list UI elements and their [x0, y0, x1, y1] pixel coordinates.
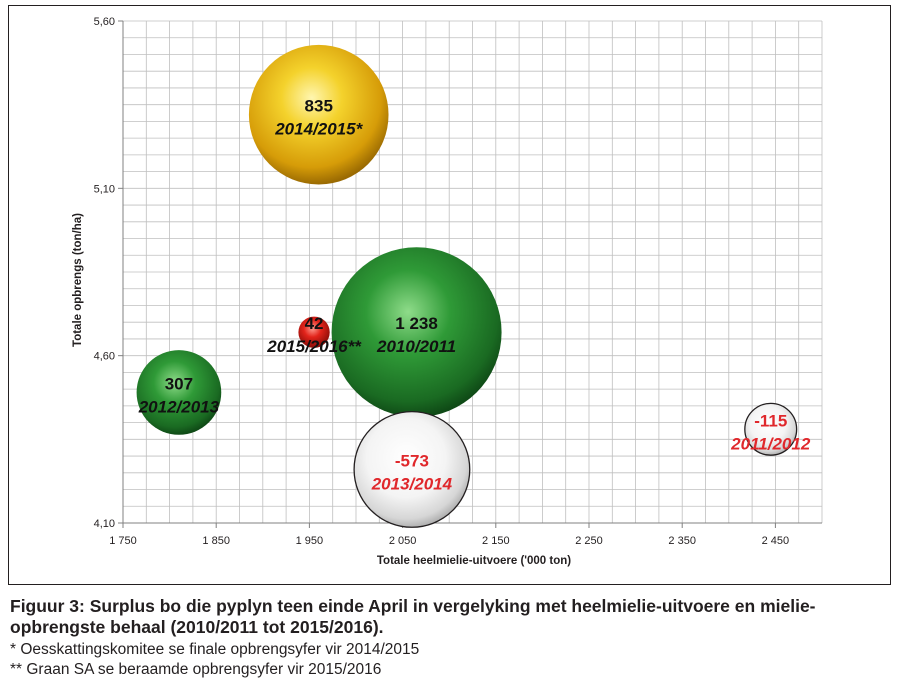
x-tick-label: 1 750	[109, 535, 137, 547]
bubble	[248, 44, 389, 185]
x-tick-label: 1 850	[202, 535, 230, 547]
caption-note-1: * Oesskattingskomitee se finale opbrengs…	[10, 641, 420, 658]
bubble-value-label: -115	[754, 411, 787, 430]
x-tick-label: 2 350	[668, 535, 696, 547]
bubble-season-label: 2010/2011	[376, 337, 456, 356]
y-tick-label: 5,60	[94, 16, 115, 28]
y-tick-label: 4,10	[94, 518, 115, 530]
y-tick-label: 5,10	[94, 183, 115, 195]
bubble-season-label: 2012/2013	[138, 397, 220, 416]
bubble-value-label: 307	[165, 374, 193, 393]
chart-frame: 1 750 1 850 1 950 2 050 2 150 2 250 2 350 2 450…	[8, 5, 891, 585]
x-tick-label: 2 250	[575, 535, 603, 547]
bubble-season-label: 2014/2015*	[274, 120, 363, 139]
bubble	[331, 247, 502, 418]
bubble-season-label: 2015/2016**	[266, 337, 362, 356]
bubbles	[136, 44, 798, 528]
bubble	[353, 410, 471, 528]
x-tick-label: 2 450	[762, 535, 790, 547]
x-axis-title: Totale heelmielie-uitvoere ('000 ton)	[377, 555, 571, 567]
x-tick-label: 1 950	[296, 535, 324, 547]
axes	[118, 20, 822, 528]
tick-labels: 1 750 1 850 1 950 2 050 2 150 2 250 2 350 2 450…	[94, 16, 790, 547]
bubble-season-label: 2011/2012	[730, 434, 811, 453]
figure-caption: Figuur 3: Surplus bo die pyplyn teen ein…	[10, 596, 890, 680]
y-tick-label: 4,60	[94, 351, 115, 363]
bubble	[136, 350, 222, 435]
x-tick-label: 2 050	[389, 535, 417, 547]
bubble-chart: 1 750 1 850 1 950 2 050 2 150 2 250 2 350 2 450…	[72, 16, 823, 567]
bubble-labels: 835 2014/2015* 42 2015/2016** 1 238 2010/2011…	[138, 97, 811, 494]
bubble-value-label: 835	[305, 97, 333, 116]
bubble-value-label: 42	[305, 314, 324, 333]
x-tick-label: 2 150	[482, 535, 510, 547]
y-axis-title: Totale opbrengs (ton/ha)	[72, 213, 84, 347]
bubble	[298, 316, 330, 348]
bubble-season-label: 2013/2014	[371, 474, 453, 493]
bubble	[744, 402, 798, 456]
bubble-value-label: -573	[395, 451, 429, 470]
bubble-value-label: 1 238	[395, 314, 438, 333]
caption-note-2: ** Graan SA se beraamde opbrengsyfer vir…	[10, 661, 382, 678]
caption-title: Figuur 3: Surplus bo die pyplyn teen ein…	[10, 596, 816, 637]
